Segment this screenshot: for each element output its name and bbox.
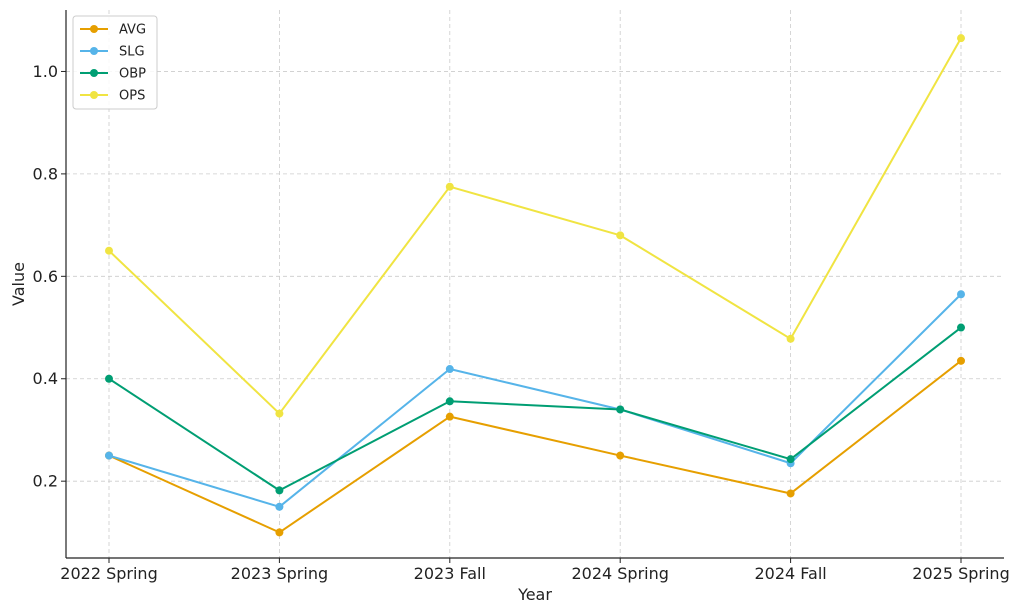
data-point-ops xyxy=(275,409,284,418)
legend-marker-ops xyxy=(90,91,98,99)
data-point-ops xyxy=(445,182,454,191)
x-tick-label: 2024 Fall xyxy=(754,564,826,583)
series-line-slg xyxy=(108,293,962,508)
data-point-slg xyxy=(275,502,284,511)
y-tick-label: 0.2 xyxy=(33,472,58,491)
y-tick-label: 1.0 xyxy=(33,62,58,81)
data-point-obp xyxy=(957,323,965,332)
x-tick-label: 2024 Spring xyxy=(571,564,668,583)
data-point-obp xyxy=(275,486,284,495)
axes xyxy=(65,10,1004,559)
data-point-slg xyxy=(957,290,965,299)
series-line-ops xyxy=(108,37,962,415)
y-tick-label: 0.6 xyxy=(33,267,58,286)
series xyxy=(105,34,965,537)
legend-frame xyxy=(72,15,158,110)
data-point-avg xyxy=(786,489,795,498)
legend-label-slg: SLG xyxy=(119,45,145,60)
data-point-avg xyxy=(616,451,625,460)
grid xyxy=(66,10,1004,558)
y-tick-label: 0.4 xyxy=(33,369,58,388)
legend-label-ops: OPS xyxy=(119,89,145,104)
legend-marker-slg xyxy=(90,47,98,55)
data-point-obp xyxy=(445,397,454,406)
legend-label-obp: OBP xyxy=(119,67,146,82)
data-point-avg xyxy=(445,412,454,421)
data-point-slg xyxy=(445,365,454,374)
legend-marker-obp xyxy=(90,69,98,77)
data-point-ops xyxy=(616,231,625,240)
y-tick-label: 0.8 xyxy=(33,164,58,183)
legend: AVG SLG OBP OPS xyxy=(72,15,158,110)
data-point-ops xyxy=(957,34,965,43)
legend-label-avg: AVG xyxy=(119,23,146,38)
data-point-obp xyxy=(786,455,795,464)
x-axis-title: Year xyxy=(517,585,552,604)
x-tick-label: 2023 Fall xyxy=(414,564,486,583)
x-ticks: 2022 Spring 2023 Spring 2023 Fall 2024 Spri… xyxy=(60,558,1010,583)
series-line-obp xyxy=(108,326,962,492)
data-point-ops xyxy=(786,334,795,343)
data-point-obp xyxy=(616,405,625,414)
x-tick-label: 2023 Spring xyxy=(231,564,328,583)
y-ticks: 0.2 0.4 0.6 0.8 1.0 xyxy=(33,62,66,491)
x-tick-label: 2025 Spring xyxy=(912,564,1009,583)
legend-marker-avg xyxy=(90,25,98,33)
data-point-slg xyxy=(105,451,113,460)
data-point-avg xyxy=(275,528,284,537)
series-line-avg xyxy=(108,360,962,534)
y-axis-title: Value xyxy=(9,262,28,306)
data-point-avg xyxy=(957,356,965,365)
x-tick-label: 2022 Spring xyxy=(60,564,157,583)
data-point-ops xyxy=(105,246,113,255)
data-point-obp xyxy=(105,374,113,383)
